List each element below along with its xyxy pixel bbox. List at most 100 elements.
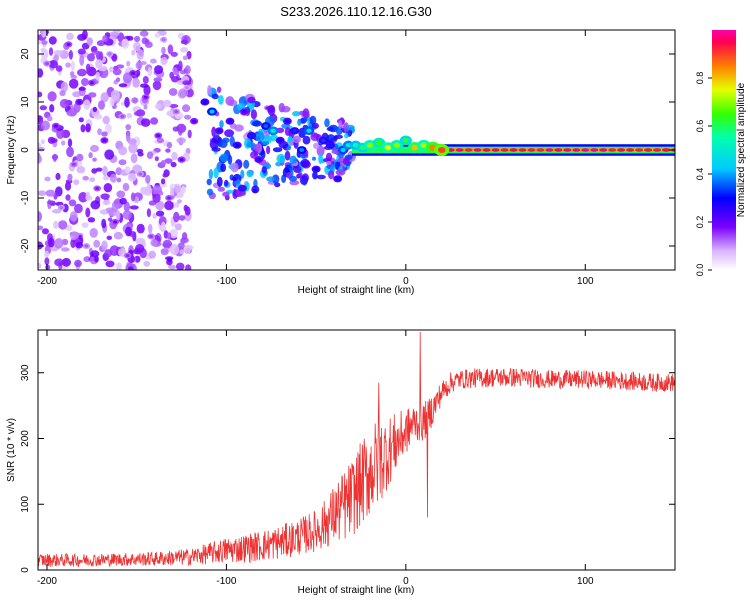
spectrogram-blob-core [299, 148, 305, 152]
spectrogram-cell [56, 128, 65, 140]
spectrogram-cell [246, 170, 254, 178]
y-tick-label: 100 [20, 495, 31, 512]
spectrogram-cell [180, 47, 188, 53]
spectrogram-cell [276, 153, 286, 164]
spectrogram-cell [44, 250, 49, 258]
spectrogram-cell [126, 35, 134, 41]
spectrogram-cell [53, 220, 59, 229]
spectrogram-cell [86, 37, 94, 46]
spectrogram-cell [102, 199, 111, 206]
spectrogram-cell [38, 262, 42, 269]
spectrogram-cell [167, 44, 174, 55]
spectrogram-cell [152, 80, 162, 91]
spectrogram-cell [46, 115, 53, 122]
spectrogram-cell [182, 55, 189, 61]
spectrogram-cell [122, 182, 130, 192]
spectrogram-cell [59, 98, 70, 109]
spectrogram-blob-core [277, 138, 283, 143]
spectrogram-cell [47, 91, 57, 102]
spectrogram-cell [53, 50, 63, 56]
spectrogram-cell [312, 171, 318, 180]
spectrogram-cell [85, 207, 91, 218]
spectrogram-cell [134, 255, 141, 263]
spectrogram-cell [115, 210, 121, 221]
spectrogram-cell [272, 174, 280, 184]
spectrogram-cell [39, 105, 47, 111]
spectrogram-blob-core [45, 62, 49, 66]
spectrogram-cell [156, 210, 165, 217]
spectrogram-core-cell [554, 148, 563, 152]
spectrogram-cell [126, 112, 132, 119]
spectrogram-blob-core [89, 81, 94, 85]
spectrogram-blob-core [306, 128, 312, 133]
spectrogram-cell [41, 30, 47, 38]
spectrogram-cell [169, 104, 179, 108]
spectrogram-cell [325, 152, 333, 162]
spectrogram-blob-core [375, 140, 383, 146]
spectrogram-cell [170, 161, 177, 168]
spectrogram-cell [152, 185, 163, 195]
spectrogram-cell [78, 86, 86, 91]
spectrogram-cell [180, 39, 188, 45]
spectrogram-cell [127, 173, 137, 182]
spectrogram-cell [76, 166, 86, 174]
spectrogram-cell [110, 89, 120, 101]
spectrogram-cell [142, 76, 149, 84]
spectrogram-cell [150, 239, 158, 247]
spectrogram-cell [90, 200, 101, 210]
spectrogram-cell [44, 257, 50, 266]
spectrogram-cell [173, 211, 180, 223]
spectrogram-cell [343, 122, 350, 133]
spectrogram-cell [127, 138, 137, 145]
spectrogram-blob-core [72, 162, 76, 166]
spectrogram-cell [87, 53, 95, 62]
x-tick-label: -100 [216, 276, 236, 287]
spectrogram-cell [55, 172, 61, 181]
spectrogram-cell [101, 218, 107, 229]
spectrogram-cell [101, 240, 108, 251]
spectrogram-cell [134, 35, 141, 43]
spectrogram-cell [85, 191, 91, 200]
spectrogram-cell [65, 225, 73, 232]
spectrogram-cell [162, 173, 168, 178]
spectrogram-cell [156, 137, 165, 143]
spectrogram-core-cell [617, 148, 626, 152]
spectrogram-core-cell [563, 148, 572, 152]
spectrogram-cell [127, 266, 134, 270]
y-tick-label: 200 [20, 430, 31, 447]
spectrogram-cell [144, 41, 153, 48]
spectrogram-cell [211, 93, 219, 100]
spectrogram-cell [118, 159, 127, 166]
spectrogram-cell [251, 185, 260, 194]
spectrogram-cell [168, 88, 178, 96]
spectrogram-cell [274, 182, 281, 188]
spectrogram-cell [92, 106, 98, 113]
spectrogram-core-cell [635, 148, 644, 152]
spectrogram-core-cell [662, 148, 671, 152]
spectrogram-blob-core [167, 196, 171, 200]
spectrogram-cell [178, 88, 189, 98]
spectrogram-cell [261, 166, 267, 174]
y-tick-label: 0 [20, 147, 31, 153]
spectrogram-cell [101, 131, 108, 137]
spectrogram-cell [128, 143, 138, 154]
spectrogram-cell [170, 187, 174, 198]
spectrogram-core-cell [518, 148, 527, 152]
spectrogram-cell [265, 106, 275, 111]
colorbar-gradient [712, 30, 736, 270]
spectrogram-cell [139, 30, 149, 37]
spectrogram-cell [136, 49, 144, 60]
spectrogram-blob-core [285, 119, 290, 123]
spectrogram-cell [59, 90, 66, 97]
spectrogram-cell [131, 49, 136, 56]
snr-series-line [38, 331, 675, 568]
spectrogram-cell [124, 96, 130, 108]
spectrogram-cell [324, 118, 330, 128]
spectrogram-cell [79, 54, 85, 66]
spectrogram-cell [90, 144, 99, 153]
spectrogram-cell [85, 123, 91, 133]
spectrogram-cell [161, 46, 166, 55]
spectrogram-cell [75, 241, 84, 249]
spectrogram-cell [38, 142, 42, 148]
spectrogram-cell [237, 184, 247, 192]
